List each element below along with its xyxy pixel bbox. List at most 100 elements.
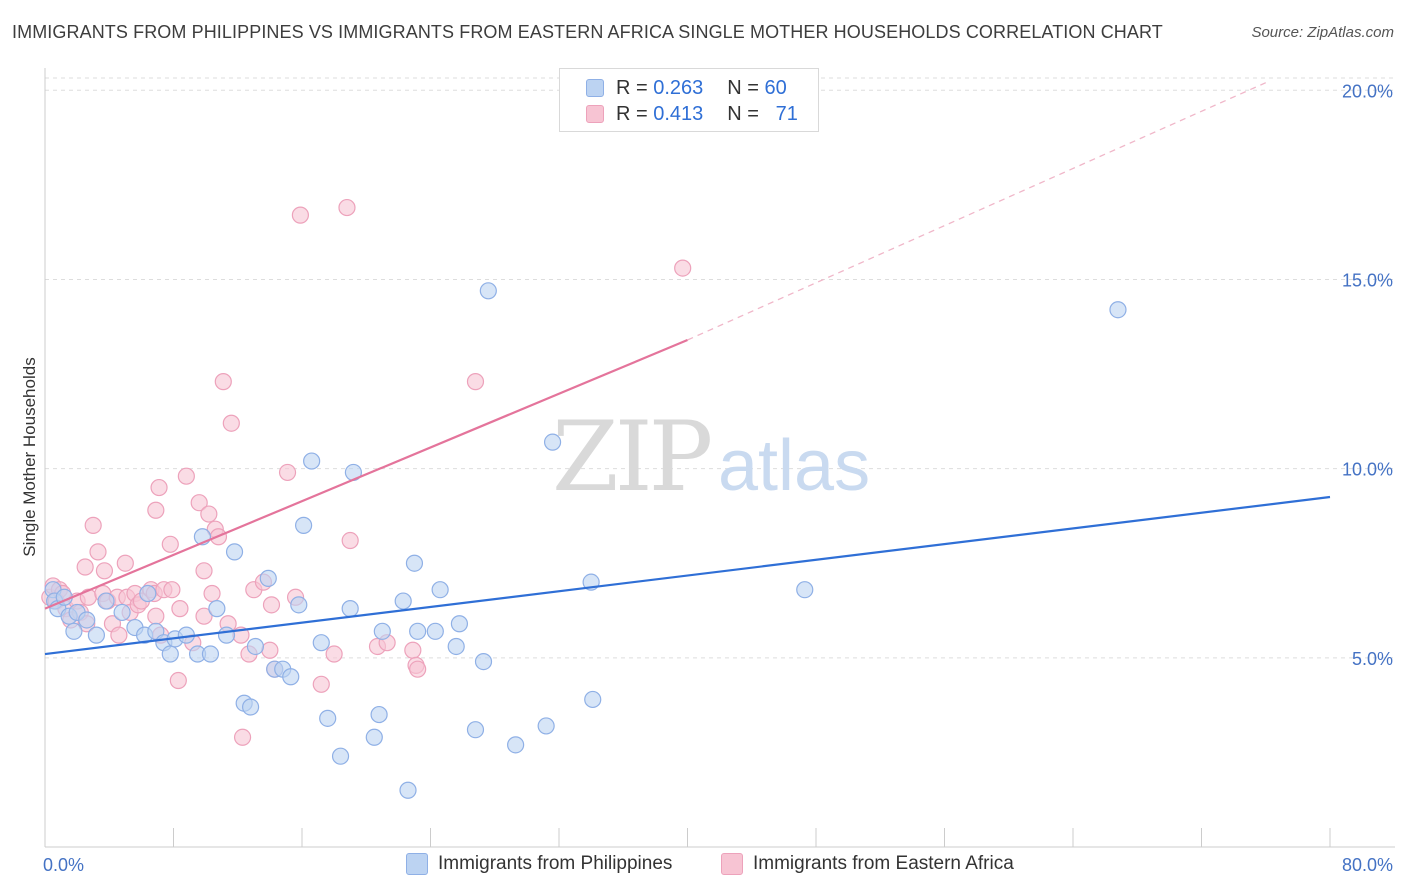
legend-r-label: R = <box>616 76 648 99</box>
eastern-africa-point <box>338 198 356 217</box>
philippines-point <box>139 584 157 603</box>
legend-n-value: 60 <box>764 76 787 99</box>
x-tick-label: 80.0% <box>1342 855 1393 875</box>
watermark: ZIP atlas <box>552 401 870 513</box>
philippines-point <box>426 622 444 640</box>
eastern-africa-point <box>169 671 187 690</box>
eastern-africa-point <box>325 645 343 663</box>
philippines-point <box>225 543 244 561</box>
x-tick-label: 0.0% <box>43 855 84 875</box>
eastern-africa-point <box>233 728 252 746</box>
philippines-point <box>450 615 469 633</box>
legend-n-label: N = <box>727 76 759 99</box>
bottom-legend-eastern-africa: Immigrants from Eastern Africa <box>721 851 1014 877</box>
philippines-point <box>370 705 388 724</box>
eastern-africa-point <box>312 675 330 693</box>
eastern-africa-point <box>84 516 102 534</box>
philippines-point <box>161 645 179 663</box>
series-philippines-points <box>44 282 1127 799</box>
philippines-point <box>303 452 321 470</box>
bottom-legend-label-eastern-africa: Immigrants from Eastern Africa <box>753 853 1014 874</box>
eastern-africa-point <box>466 373 485 391</box>
philippines-point <box>259 569 277 587</box>
philippines-point <box>409 622 427 640</box>
philippines-point <box>97 592 115 610</box>
legend-swatch-eastern-africa <box>586 105 604 123</box>
legend-r-value: 0.413 <box>653 102 704 125</box>
eastern-africa-point <box>76 558 94 576</box>
philippines-point <box>474 653 493 671</box>
y-axis-title: Single Mother Households <box>20 357 39 556</box>
eastern-africa-point <box>674 259 692 277</box>
y-tick-label: 5.0% <box>1352 649 1393 669</box>
bottom-legend-philippines: Immigrants from Philippines <box>406 851 672 877</box>
legend-row-philippines: R = 0.263 N = 60 <box>586 76 787 100</box>
eastern-africa-point <box>177 467 195 485</box>
eastern-africa-point <box>89 543 107 561</box>
legend-r-label: R = <box>616 102 648 125</box>
philippines-point <box>394 592 412 610</box>
philippines-point <box>282 668 300 686</box>
eastern-africa-point <box>262 596 281 614</box>
y-tick-label: 20.0% <box>1342 81 1393 101</box>
eastern-africa-point <box>341 531 359 550</box>
eastern-africa-point <box>278 463 297 482</box>
philippines-point <box>87 626 106 644</box>
philippines-point <box>447 637 465 656</box>
eastern-africa-point <box>409 660 427 678</box>
trend-lines <box>44 82 1331 656</box>
eastern-africa-point <box>195 607 213 625</box>
philippines-point <box>466 721 485 739</box>
philippines-point <box>295 516 313 534</box>
eastern-africa-point <box>147 607 165 625</box>
y-tick-label: 15.0% <box>1342 270 1393 290</box>
philippines-point <box>341 600 359 618</box>
legend-swatch-philippines <box>586 79 604 97</box>
philippines-point <box>208 600 226 618</box>
philippines-point <box>796 581 814 599</box>
eastern-africa-point <box>203 584 221 603</box>
bottom-legend-swatch-eastern-africa <box>721 853 743 875</box>
axes <box>44 68 1395 848</box>
eastern-africa-point <box>261 641 279 659</box>
legend-n-label: N = <box>727 102 759 125</box>
y-tick-label: 10.0% <box>1342 460 1393 480</box>
philippines-point <box>405 554 424 572</box>
eastern-africa-point <box>150 478 168 497</box>
legend-n-value: 71 <box>775 102 798 125</box>
eastern-africa-point <box>190 494 208 512</box>
philippines-point <box>399 781 417 799</box>
philippines-point <box>331 747 350 765</box>
legend-row-eastern-africa: R = 0.413 N = 71 <box>586 102 798 126</box>
watermark-atlas: atlas <box>718 426 870 506</box>
chart-source: Source: ZipAtlas.com <box>1251 24 1394 41</box>
eastern-africa-point <box>200 505 218 523</box>
philippines-point <box>431 581 449 599</box>
philippines-point <box>201 645 220 663</box>
eastern-africa-point <box>95 562 114 580</box>
philippines-point <box>479 282 497 300</box>
philippines-point <box>312 634 330 652</box>
bottom-legend-swatch-philippines <box>406 853 428 875</box>
eastern-africa-point <box>214 373 232 391</box>
philippines-point <box>319 709 337 727</box>
philippines-point <box>242 698 260 716</box>
correlation-legend: R = 0.263 N = 60 R = 0.413 N = 71 <box>559 68 819 132</box>
eastern-africa-point <box>147 501 165 519</box>
eastern-africa-trend-line <box>44 338 688 610</box>
chart-title: IMMIGRANTS FROM PHILIPPINES VS IMMIGRANT… <box>12 22 1163 42</box>
bottom-legend-label-philippines: Immigrants from Philippines <box>438 853 673 874</box>
philippines-point <box>246 637 265 656</box>
philippines-point <box>365 728 383 746</box>
watermark-zip: ZIP <box>552 401 711 513</box>
eastern-africa-point <box>195 562 213 580</box>
philippines-point <box>373 622 391 640</box>
philippines-point <box>217 626 236 644</box>
philippines-point <box>507 736 525 754</box>
eastern-africa-point <box>222 414 240 432</box>
eastern-africa-point <box>116 554 134 572</box>
philippines-point <box>1109 301 1127 319</box>
philippines-point <box>78 611 96 629</box>
philippines-point <box>543 433 562 451</box>
eastern-africa-point <box>291 206 309 224</box>
